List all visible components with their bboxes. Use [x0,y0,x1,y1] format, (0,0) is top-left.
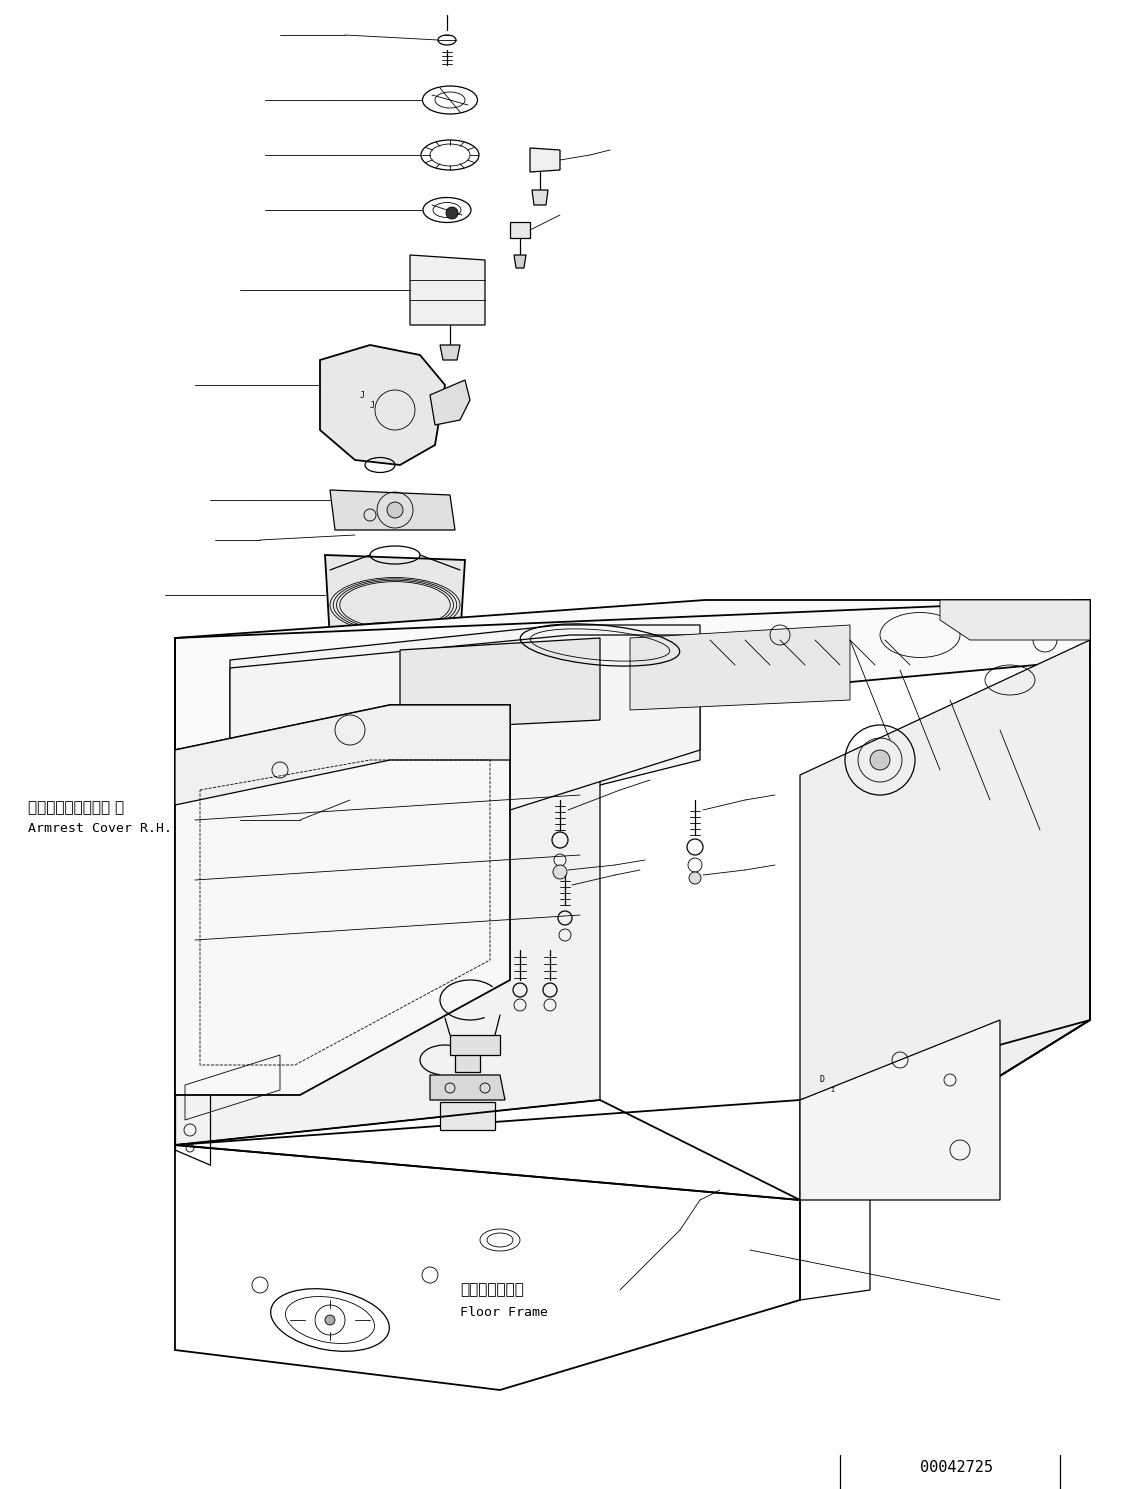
Polygon shape [799,1020,1000,1200]
Polygon shape [799,600,1090,1200]
Polygon shape [532,191,548,205]
Circle shape [387,502,403,518]
Text: Armrest Cover R.H.: Armrest Cover R.H. [28,822,172,834]
Polygon shape [175,600,1090,750]
Circle shape [446,207,458,219]
Text: 00042725: 00042725 [920,1461,993,1476]
Polygon shape [470,680,496,698]
Polygon shape [231,634,700,810]
Polygon shape [510,222,530,238]
Polygon shape [330,490,455,530]
Polygon shape [430,380,470,424]
Text: I: I [830,1087,834,1093]
Circle shape [553,865,567,879]
Polygon shape [231,625,700,810]
Polygon shape [440,345,460,360]
Text: フロアフレーム: フロアフレーム [460,1282,524,1297]
Polygon shape [430,1075,505,1100]
Polygon shape [530,147,560,173]
Polygon shape [320,345,445,465]
Polygon shape [409,255,485,325]
Polygon shape [175,704,510,1094]
Polygon shape [440,1102,496,1130]
Polygon shape [360,710,405,759]
Text: D: D [820,1075,825,1084]
Polygon shape [175,704,510,806]
Text: Floor Frame: Floor Frame [460,1306,548,1318]
Text: J: J [360,390,365,399]
Polygon shape [450,1035,500,1056]
Polygon shape [630,625,850,710]
Polygon shape [325,555,465,640]
Polygon shape [175,704,600,1145]
Polygon shape [514,255,526,268]
Circle shape [871,750,890,770]
Text: アームレストカバー 右: アームレストカバー 右 [28,801,124,816]
Polygon shape [400,637,600,730]
Circle shape [689,873,701,884]
Circle shape [325,1315,335,1325]
Polygon shape [455,1053,479,1072]
Polygon shape [941,600,1090,640]
Text: J: J [370,401,375,409]
